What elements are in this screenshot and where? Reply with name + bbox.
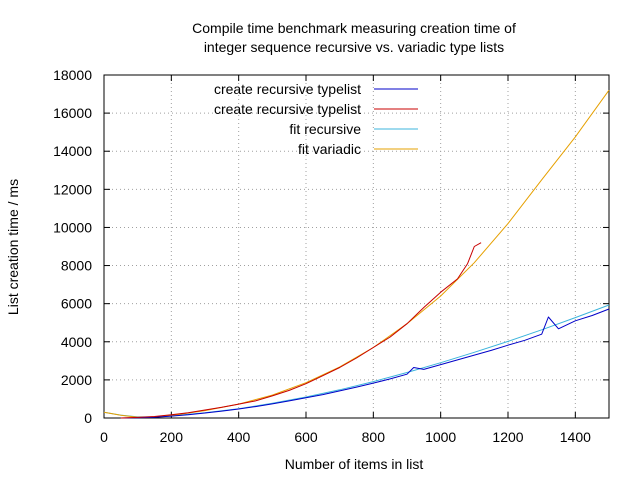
series-group [103,89,610,419]
series-line-1 [120,242,482,419]
chart-title-line-2: integer sequence recursive vs. variadic … [204,39,504,55]
axis-ticks: 0 200 400 600 800 1000 1200 1400020004000600080… [53,67,609,445]
legend-label-3: fit variadic [298,141,361,157]
legend-label-2: fit recursive [289,121,361,137]
y-tick-label: 12000 [53,181,92,197]
y-tick-label: 2000 [61,372,92,388]
x-tick-label: 600 [294,429,318,445]
series-line-3 [103,89,610,418]
y-tick-label: 18000 [53,67,92,83]
series-line-2 [103,304,610,418]
x-tick-label: 0 [100,429,108,445]
y-axis-label: List creation time / ms [5,179,21,315]
y-tick-label: 8000 [61,258,92,274]
y-tick-label: 4000 [61,334,92,350]
x-tick-label: 1400 [560,429,591,445]
plot-border [103,74,610,419]
y-tick-label: 0 [84,410,92,426]
y-tick-label: 6000 [61,296,92,312]
x-axis-label: Number of items in list [285,456,424,472]
x-tick-label: 400 [227,429,251,445]
x-tick-label: 800 [362,429,386,445]
y-tick-label: 14000 [53,143,92,159]
plot-frame [103,74,610,419]
x-tick-label: 1000 [425,429,456,445]
legend-label-1: create recursive typelist [214,101,361,117]
chart-title-line-1: Compile time benchmark measuring creatio… [192,20,516,36]
chart-title: Compile time benchmark measuring creatio… [192,20,516,55]
x-tick-label: 200 [160,429,184,445]
y-tick-label: 16000 [53,105,92,121]
series-line-0 [120,308,610,419]
legend: create recursive typelist create recursiv… [214,81,418,157]
y-tick-label: 10000 [53,219,92,235]
legend-label-0: create recursive typelist [214,81,361,97]
x-tick-label: 1200 [492,429,523,445]
grid-lines [104,75,609,418]
